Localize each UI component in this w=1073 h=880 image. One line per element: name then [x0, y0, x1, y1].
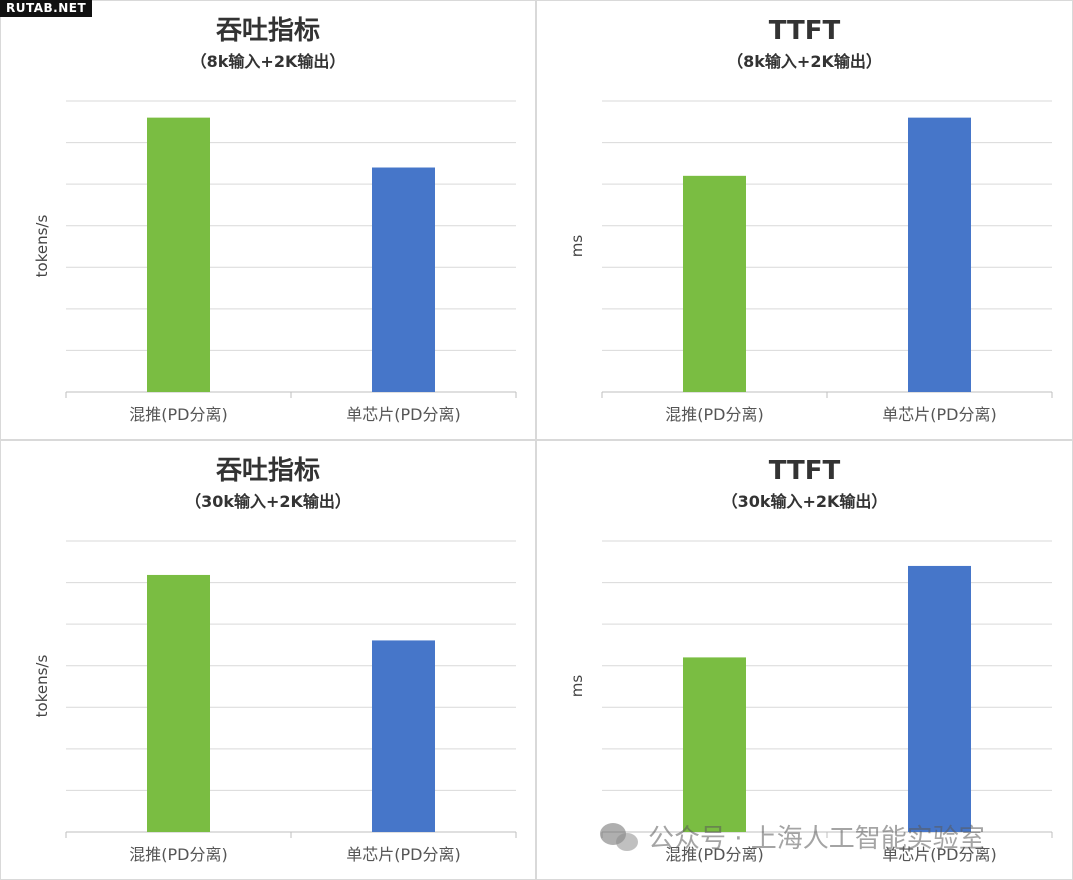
chart-subtitle: （8k输入+2K输出）	[727, 52, 882, 71]
x-tick-label: 单芯片(PD分离)	[346, 845, 460, 864]
chart-subtitle: （30k输入+2K输出）	[721, 492, 888, 511]
x-tick-label: 单芯片(PD分离)	[882, 845, 996, 864]
chart-subtitle: （8k输入+2K输出）	[190, 52, 346, 71]
x-tick-label: 单芯片(PD分离)	[882, 405, 996, 424]
bar-chart-svg: 混推(PD分离) 单芯片(PD分离)	[65, 100, 517, 424]
bar	[372, 640, 435, 832]
site-badge: RUTAB.NET	[0, 0, 93, 17]
bar	[908, 565, 971, 832]
x-tick-label: 混推(PD分离)	[665, 405, 763, 424]
chart-subtitle: （30k输入+2K输出）	[185, 492, 351, 511]
chart-panel-throughput-30k: 吞吐指标 （30k输入+2K输出） tokens/s 混推(PD分离) 单芯片(P…	[0, 440, 536, 880]
watermark: 公众号 · 上海人工智能实验室	[600, 818, 985, 855]
chart-title: TTFT	[768, 16, 841, 46]
x-tick-label: 混推(PD分离)	[665, 845, 763, 864]
bar	[147, 574, 210, 832]
bar	[683, 175, 746, 392]
chart-panel-ttft-8k: TTFT （8k输入+2K输出） ms 混推(PD分离) 单芯片(PD分离)	[536, 0, 1073, 440]
x-tick-label: 单芯片(PD分离)	[346, 405, 460, 424]
wechat-icon	[600, 821, 640, 853]
bar-chart-svg: 混推(PD分离) 单芯片(PD分离)	[601, 540, 1053, 864]
bar-chart-svg: 混推(PD分离) 单芯片(PD分离)	[65, 540, 517, 864]
bar	[683, 657, 746, 832]
x-tick-label: 混推(PD分离)	[129, 845, 227, 864]
x-tick-label: 混推(PD分离)	[129, 405, 227, 424]
chart-title: 吞吐指标	[215, 456, 320, 486]
chart-title: TTFT	[768, 456, 841, 486]
bar	[147, 117, 210, 392]
bar	[372, 167, 435, 392]
watermark-text: 公众号 · 上海人工智能实验室	[648, 824, 985, 854]
chart-panel-ttft-30k: TTFT （30k输入+2K输出） ms 混推(PD分离) 单芯片(PD分离)	[536, 440, 1073, 880]
bar	[908, 117, 971, 392]
bar-chart-svg: 混推(PD分离) 单芯片(PD分离)	[601, 100, 1053, 424]
chart-panel-throughput-8k: 吞吐指标 （8k输入+2K输出） tokens/s 混推(PD分离) 单芯片(PD…	[0, 0, 536, 440]
chart-title: 吞吐指标	[215, 16, 320, 46]
